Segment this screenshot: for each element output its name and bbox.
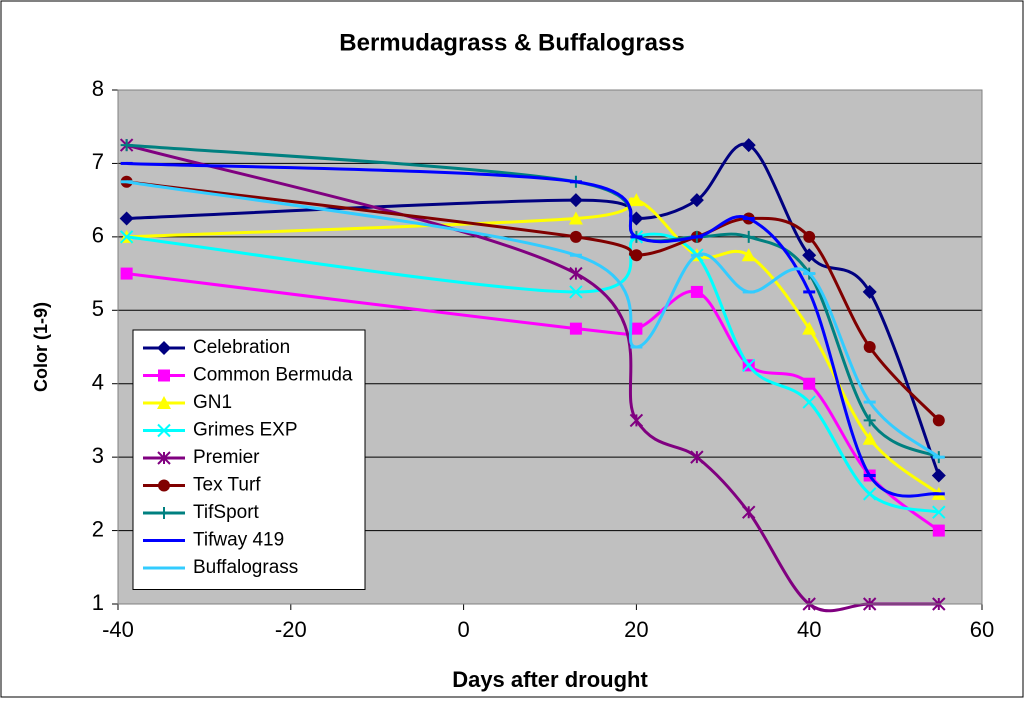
marker (568, 211, 583, 225)
legend-box (132, 329, 366, 590)
marker (630, 322, 643, 335)
marker (157, 341, 171, 355)
marker (863, 341, 876, 353)
legend-label: Celebration (193, 337, 290, 358)
marker (568, 193, 583, 208)
legend-label: GN1 (193, 392, 232, 413)
y-axis-label: Color (1-9) (31, 302, 51, 392)
marker (742, 358, 756, 373)
marker (629, 211, 644, 226)
x-tick-label: -20 (275, 617, 307, 642)
legend-label: Buffalograss (193, 557, 298, 578)
marker (158, 369, 170, 382)
chart-title: Bermudagrass & Buffalograss (339, 29, 684, 56)
marker (157, 451, 171, 465)
marker (629, 413, 644, 428)
marker (119, 211, 134, 226)
legend-label: TifSport (193, 502, 260, 523)
y-tick-label: 8 (92, 76, 104, 101)
marker (803, 230, 816, 243)
marker (157, 423, 171, 438)
marker (569, 266, 583, 281)
marker (803, 377, 816, 390)
x-tick-label: 0 (457, 617, 469, 642)
marker (629, 193, 644, 207)
y-tick-label: 6 (92, 223, 104, 248)
y-tick-label: 2 (92, 516, 104, 541)
marker (932, 524, 945, 537)
x-tick-label: 60 (970, 617, 994, 642)
marker (690, 285, 703, 298)
marker (120, 267, 133, 280)
marker (741, 248, 756, 262)
marker (802, 395, 816, 409)
marker (119, 230, 134, 244)
marker (932, 505, 946, 519)
marker (630, 249, 643, 262)
x-tick-label: -40 (102, 617, 134, 642)
marker (120, 139, 133, 152)
marker (862, 487, 877, 501)
legend-label: Tex Turf (193, 475, 261, 496)
marker (569, 230, 582, 243)
y-tick-label: 1 (92, 590, 104, 615)
marker (690, 450, 704, 464)
marker (863, 414, 876, 427)
y-tick-label: 5 (92, 296, 104, 321)
plot-border (117, 89, 983, 605)
marker (689, 193, 704, 208)
marker (802, 248, 817, 263)
y-tick-label: 7 (92, 149, 104, 174)
legend-label: Tifway 419 (193, 530, 284, 551)
marker (569, 285, 583, 299)
series-line (126, 180, 940, 459)
marker (742, 505, 756, 519)
legend-label: Premier (193, 447, 260, 468)
y-tick-label: 4 (92, 370, 104, 395)
x-tick-label: 40 (797, 617, 821, 642)
x-axis-label: Days after drought (452, 667, 648, 692)
marker (932, 414, 945, 427)
marker (569, 322, 582, 335)
marker (862, 431, 877, 445)
legend-label: Common Bermuda (193, 365, 353, 386)
legend-label: Grimes EXP (193, 420, 298, 441)
marker (931, 468, 946, 483)
legend: Celebration Common Bermuda GN1 Grimes EXP Pr… (132, 329, 366, 590)
marker (742, 230, 755, 243)
marker (157, 396, 171, 409)
marker (158, 479, 170, 492)
marker (862, 284, 877, 299)
x-tick-label: 20 (624, 617, 648, 642)
marker (802, 321, 817, 335)
marker (741, 138, 756, 153)
y-tick-label: 3 (92, 443, 104, 468)
marker (158, 507, 170, 519)
